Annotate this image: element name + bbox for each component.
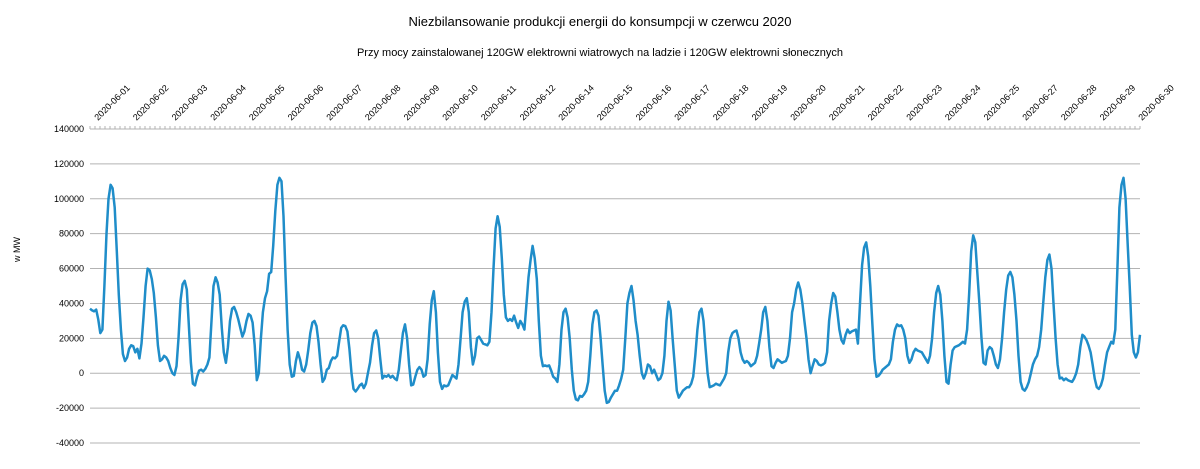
x-tick-label: 2020-06-02 bbox=[131, 83, 171, 123]
y-axis-ticks: 140000 120000 100000 80000 60000 40000 20000 0 -… bbox=[54, 124, 84, 448]
x-tick-label: 2020-06-06 bbox=[286, 83, 326, 123]
x-tick-label: 2020-06-05 bbox=[247, 83, 287, 123]
chart-title: Niezbilansowanie produkcji energii do ko… bbox=[408, 14, 792, 29]
x-tick-label: 2020-06-21 bbox=[827, 83, 867, 123]
x-tick-label: 2020-06-14 bbox=[556, 83, 596, 123]
x-tick-label: 2020-06-30 bbox=[1136, 83, 1176, 123]
x-tick-label: 2020-06-08 bbox=[363, 83, 403, 123]
y-tick-label: 0 bbox=[79, 368, 84, 378]
x-tick-label: 2020-06-01 bbox=[92, 83, 132, 123]
x-tick-label: 2020-06-23 bbox=[904, 83, 944, 123]
y-tick-label: -20000 bbox=[56, 403, 84, 413]
x-tick-label: 2020-06-27 bbox=[1020, 83, 1060, 123]
y-tick-label: 40000 bbox=[59, 298, 84, 308]
x-tick-label: 2020-06-11 bbox=[479, 83, 518, 122]
y-tick-label: 60000 bbox=[59, 264, 84, 274]
x-tick-label: 2020-06-04 bbox=[208, 83, 248, 123]
x-tick-label: 2020-06-25 bbox=[982, 83, 1022, 123]
y-tick-label: 140000 bbox=[54, 124, 84, 134]
x-tick-label: 2020-06-10 bbox=[440, 83, 480, 123]
y-tick-label: 100000 bbox=[54, 194, 84, 204]
series-layer bbox=[89, 176, 1142, 405]
gridlines bbox=[90, 128, 1140, 444]
x-tick-label: 2020-06-09 bbox=[402, 83, 442, 123]
x-tick-label: 2020-06-29 bbox=[1098, 83, 1138, 123]
x-tick-label: 2020-06-19 bbox=[750, 83, 790, 123]
y-tick-label: -40000 bbox=[56, 438, 84, 448]
x-tick-label: 2020-06-18 bbox=[711, 83, 751, 123]
y-tick-label: 120000 bbox=[54, 159, 84, 169]
x-tick-label: 2020-06-24 bbox=[943, 83, 983, 123]
x-tick-label: 2020-06-22 bbox=[866, 83, 906, 123]
x-tick-label: 2020-06-12 bbox=[518, 83, 558, 123]
series-line-0 bbox=[89, 176, 1142, 405]
x-tick-label: 2020-06-07 bbox=[324, 83, 364, 123]
x-axis-ticks: 2020-06-01 2020-06-02 2020-06-03 2020-06-04… bbox=[89, 83, 1176, 129]
y-tick-label: 80000 bbox=[59, 229, 84, 239]
x-tick-label: 2020-06-28 bbox=[1059, 83, 1099, 123]
x-tick-label: 2020-06-03 bbox=[170, 83, 210, 123]
y-tick-label: 20000 bbox=[59, 333, 84, 343]
x-tick-label: 2020-06-20 bbox=[788, 83, 828, 123]
chart-subtitle: Przy mocy zainstalowanej 120GW elektrown… bbox=[356, 47, 844, 59]
x-tick-label: 2020-06-15 bbox=[595, 83, 635, 123]
x-tick-label: 2020-06-16 bbox=[634, 83, 674, 123]
x-tick-label: 2020-06-17 bbox=[672, 83, 712, 123]
